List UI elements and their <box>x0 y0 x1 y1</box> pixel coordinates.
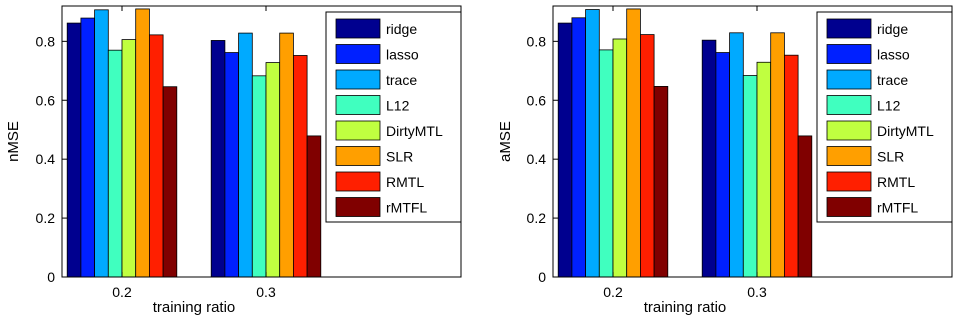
x-tick-label: 0.3 <box>256 284 276 300</box>
bar-dirtymtl-0.3 <box>756 61 772 278</box>
bar-dirtymtl-0.2 <box>121 39 137 278</box>
bar-ridge-0.3 <box>701 39 717 278</box>
y-tick-label: 0 <box>47 269 55 285</box>
y-tick-label: 0.4 <box>36 151 56 167</box>
legend-label-lasso: lasso <box>877 47 910 63</box>
legend-label-ridge: ridge <box>877 21 908 37</box>
legend-swatch-ridge <box>826 18 872 39</box>
y-tick-label: 0.8 <box>36 33 56 49</box>
legend-label-trace: trace <box>386 72 417 88</box>
bar-trace-0.2 <box>94 9 109 278</box>
legend-swatch-l12 <box>335 95 381 115</box>
legend-swatch-rmtl <box>335 171 381 192</box>
chart-nmse: 0 0.2 0.4 0.6 0.8 0.2 0.3 training ratio nMSE rid… <box>5 5 462 316</box>
legend-swatch-rmtl <box>826 171 872 192</box>
bar-trace-0.3 <box>238 32 253 278</box>
legend-swatch-lasso <box>826 44 872 64</box>
y-axis-label: aMSE <box>497 121 514 162</box>
bar-slr-0.3 <box>770 32 785 278</box>
bar-rmtl-0.2 <box>148 34 164 278</box>
x-axis-label: training ratio <box>153 299 236 316</box>
bar-ridge-0.2 <box>557 22 573 278</box>
bar-slr-0.2 <box>135 8 150 278</box>
bar-ridge-0.3 <box>210 40 226 278</box>
bar-slr-0.2 <box>626 8 641 278</box>
y-tick-label: 0.2 <box>527 210 547 226</box>
legend-label-l12: L12 <box>386 98 410 114</box>
x-tick-label: 0.2 <box>112 284 132 300</box>
legend-label-lasso: lasso <box>386 47 419 63</box>
legend-label-rmtfl: rMTFL <box>386 200 427 216</box>
bar-l12-0.2 <box>598 49 614 278</box>
legend-label-dirtymtl: DirtyMTL <box>386 123 443 139</box>
y-tick-label: 0.6 <box>527 92 547 108</box>
x-tick-label: 0.2 <box>603 284 623 300</box>
bar-dirtymtl-0.2 <box>612 38 628 278</box>
bar-rmtl-0.3 <box>292 55 308 278</box>
bar-dirtymtl-0.3 <box>265 62 281 278</box>
legend: ridge lasso trace L12 DirtyMTL SLR RMTL rMTFL <box>325 11 462 223</box>
bar-l12-0.3 <box>742 75 758 278</box>
bar-rmtfl-0.2 <box>653 86 669 278</box>
bar-rmtfl-0.2 <box>162 86 178 278</box>
legend-label-slr: SLR <box>877 149 904 165</box>
legend-label-rmtfl: rMTFL <box>877 200 918 216</box>
bar-slr-0.3 <box>279 32 294 278</box>
bar-lasso-0.3 <box>715 52 731 278</box>
bar-rmtl-0.3 <box>784 54 799 278</box>
legend-swatch-ridge <box>335 18 381 39</box>
legend-swatch-dirtymtl <box>826 120 872 141</box>
y-tick-label: 0 <box>538 269 546 285</box>
y-tick-label: 0.4 <box>527 151 547 167</box>
bar-trace-0.3 <box>729 32 744 278</box>
legend-swatch-slr <box>335 146 381 166</box>
bar-l12-0.3 <box>251 75 267 278</box>
y-axis-label: nMSE <box>5 121 22 162</box>
legend-swatch-trace <box>335 69 381 90</box>
legend-label-trace: trace <box>877 72 908 88</box>
legend-label-l12: L12 <box>877 98 901 114</box>
legend-swatch-lasso <box>335 44 381 64</box>
bar-rmtl-0.2 <box>640 34 655 278</box>
y-tick-label: 0.2 <box>36 210 56 226</box>
chart-amse: 0 0.2 0.4 0.6 0.8 0.2 0.3 training ratio aMSE rid… <box>497 5 953 316</box>
x-tick-label: 0.3 <box>747 284 767 300</box>
bar-l12-0.2 <box>107 49 123 278</box>
legend-swatch-l12 <box>826 95 872 115</box>
legend-label-ridge: ridge <box>386 21 417 37</box>
bar-rmtfl-0.3 <box>797 135 813 278</box>
bar-lasso-0.2 <box>571 17 587 278</box>
legend-swatch-rmtfl <box>335 197 381 217</box>
bar-lasso-0.2 <box>80 17 96 278</box>
legend-swatch-dirtymtl <box>335 120 381 141</box>
y-tick-label: 0.8 <box>527 33 547 49</box>
legend-label-dirtymtl: DirtyMTL <box>877 123 934 139</box>
legend-label-slr: SLR <box>386 149 413 165</box>
bar-rmtfl-0.3 <box>306 135 322 278</box>
legend-swatch-rmtfl <box>826 197 872 217</box>
x-axis-label: training ratio <box>644 299 727 316</box>
legend-swatch-trace <box>826 69 872 90</box>
legend: ridge lasso trace L12 DirtyMTL SLR RMTL rMTFL <box>816 11 953 223</box>
bar-ridge-0.2 <box>66 22 82 278</box>
legend-swatch-slr <box>826 146 872 166</box>
bar-lasso-0.3 <box>224 52 239 278</box>
legend-label-rmtl: RMTL <box>877 174 915 190</box>
legend-label-rmtl: RMTL <box>386 174 424 190</box>
bar-trace-0.2 <box>585 9 600 278</box>
y-tick-label: 0.6 <box>36 92 56 108</box>
